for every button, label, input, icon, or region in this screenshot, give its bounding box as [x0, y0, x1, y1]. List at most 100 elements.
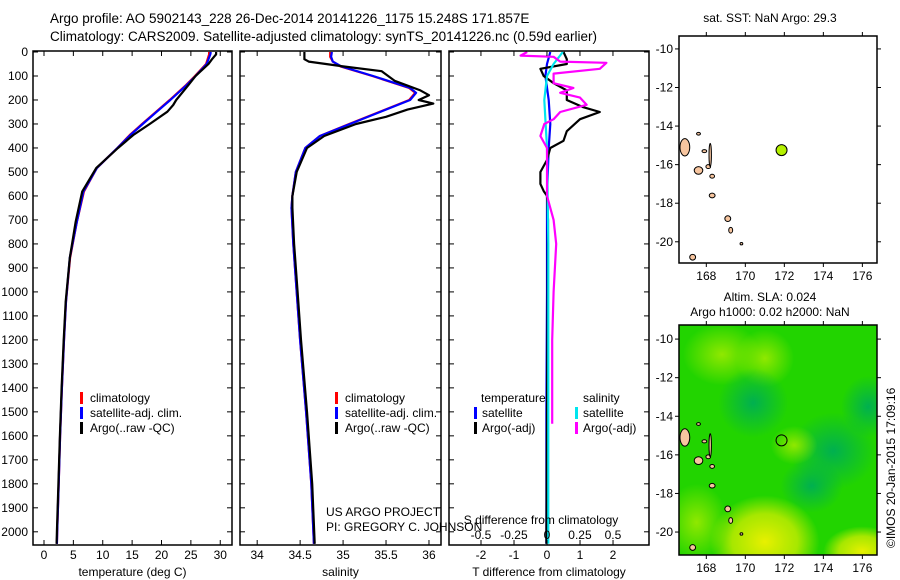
s-axis-label: S difference from climatology: [464, 513, 619, 527]
difference-panel: -2 -1 0 1 2 T difference from climatology -0.5…: [448, 50, 650, 579]
lon-tick-label: 168: [696, 561, 716, 575]
x-tick-label: 10: [96, 548, 110, 562]
lat-tick-label: -16: [656, 158, 674, 172]
legend-label: satellite: [482, 406, 523, 420]
x-tick-label: 1: [577, 548, 584, 562]
s-tick-label: -0.5: [471, 528, 492, 542]
legend-label: Argo(..raw -QC): [345, 421, 430, 435]
plot-frame: [32, 50, 233, 546]
y-tick-label: 1400: [1, 381, 28, 395]
island-landmass: [709, 173, 716, 179]
legend-swatch: [575, 422, 578, 434]
legend-swatch: [474, 422, 477, 434]
y-tick-label: 1300: [1, 357, 28, 371]
y-tick-label: 700: [8, 213, 28, 227]
island-landmass: [724, 215, 732, 223]
x-tick-label: 2: [610, 548, 617, 562]
series-line-argo-raw-qc-: [291, 52, 435, 544]
s-tick-label: 0.5: [605, 528, 622, 542]
lon-tick-label: 174: [813, 561, 833, 575]
island-landmass: [724, 505, 732, 513]
series-line-climatology: [55, 52, 211, 544]
y-tick-label: 1800: [1, 477, 28, 491]
map-frame: [678, 35, 878, 264]
sst-map-panel: 168 170 172 174 176 -10 -12 -14 -16 -18 -20 sat. SS…: [656, 11, 881, 283]
sla-field: [679, 325, 877, 555]
island-landmass: [728, 226, 734, 234]
lat-tick-label: -20: [656, 525, 674, 539]
x-tick-label: 20: [155, 548, 169, 562]
series-line-argo-raw-qc-: [55, 52, 218, 544]
island-landmass: [689, 544, 697, 551]
legend-label: climatology: [345, 391, 405, 405]
lon-tick-label: 176: [852, 269, 872, 283]
legend-label: satellite-adj. clim.: [345, 406, 437, 420]
lon-tick-label: 172: [774, 269, 794, 283]
sla-anomaly-blob: [780, 458, 843, 513]
y-tick-label: 1100: [2, 309, 28, 323]
y-tick-label: 800: [8, 237, 28, 251]
y-tick-label: 1600: [1, 429, 28, 443]
x-axis-label: T difference from climatology: [472, 565, 626, 579]
island-landmass: [739, 242, 744, 246]
argo-float-marker: [775, 434, 788, 447]
imos-timestamp: ©IMOS 20-Jan-2015 17:09:16: [884, 387, 898, 548]
island-landmass: [679, 138, 691, 157]
island-landmass: [708, 433, 712, 458]
legend-swatch: [575, 407, 578, 419]
x-tick-label: 35.5: [374, 548, 398, 562]
x-tick-label: 34: [250, 548, 264, 562]
argo-float-marker: [775, 144, 788, 157]
sla-anomaly-blob: [840, 375, 877, 438]
lat-tick-label: -14: [656, 119, 674, 133]
legend-header-salinity: salinity: [583, 391, 620, 405]
lat-tick-label: -10: [656, 332, 674, 346]
island-landmass: [739, 532, 744, 536]
legend-label: Argo(-adj): [482, 421, 535, 435]
lat-tick-label: -12: [656, 80, 674, 94]
island-landmass: [693, 166, 704, 175]
lat-tick-label: -16: [656, 448, 674, 462]
legend-swatch: [335, 407, 338, 419]
s-tick-label: 0.25: [568, 528, 592, 542]
legend-swatch: [335, 392, 338, 404]
salinity-panel: 34 34.5 35 35.5 36 salinity climatologysatelli…: [239, 50, 442, 579]
plot-frame: [239, 50, 442, 546]
y-tick-label: 1500: [1, 405, 28, 419]
lat-tick-label: -12: [656, 371, 674, 385]
x-tick-label: 34.5: [288, 548, 312, 562]
y-tick-label: 900: [8, 261, 28, 275]
x-axis-label: temperature (deg C): [78, 565, 186, 579]
island-landmass: [696, 131, 701, 136]
legend-label: Argo(-adj): [583, 421, 636, 435]
y-tick-label: 1200: [1, 333, 28, 347]
legend-label: satellite: [583, 406, 624, 420]
legend-swatch: [335, 422, 338, 434]
s-tick-label: -0.25: [500, 528, 528, 542]
temperature-panel: 0100200300400500600700800900100011001200…: [1, 45, 233, 579]
island-landmass: [708, 482, 716, 489]
legend-label: satellite-adj. clim.: [90, 406, 182, 420]
lon-tick-label: 176: [852, 561, 872, 575]
legend-swatch: [80, 422, 83, 434]
lat-tick-label: -10: [656, 42, 674, 56]
sla-anomaly-blob: [823, 526, 877, 555]
island-landmass: [728, 517, 734, 524]
y-tick-label: 400: [8, 141, 28, 155]
y-tick-label: 1700: [1, 453, 28, 467]
legend-header-temperature: temperature: [481, 391, 546, 405]
pi-label: PI: GREGORY C. JOHNSON: [326, 520, 482, 534]
x-tick-label: 0: [544, 548, 551, 562]
x-tick-label: -1: [509, 548, 520, 562]
lat-tick-label: -20: [656, 235, 674, 249]
lat-tick-label: -18: [656, 486, 674, 500]
x-tick-label: -2: [476, 548, 487, 562]
sla-anomaly-blob: [710, 495, 820, 555]
island-landmass: [709, 464, 716, 469]
map-frame: [678, 324, 878, 556]
x-tick-label: 36: [422, 548, 436, 562]
lon-tick-label: 174: [813, 269, 833, 283]
y-tick-label: 300: [8, 117, 28, 131]
map-title: sat. SST: NaN Argo: 29.3: [703, 11, 837, 25]
island-landmass: [693, 456, 704, 466]
